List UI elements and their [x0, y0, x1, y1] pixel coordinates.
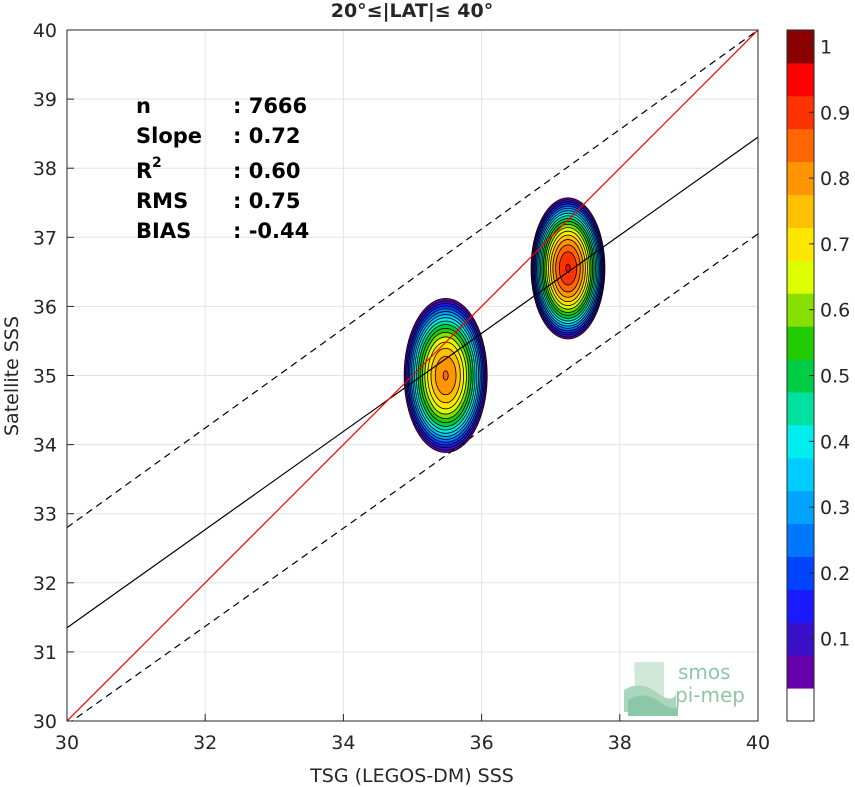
y-tick-label: 36 [33, 296, 57, 318]
y-tick-label: 38 [33, 158, 57, 180]
chart-title: 20°≤|LAT|≤ 40° [331, 0, 494, 22]
colorbar-segment [787, 194, 814, 228]
y-tick-label: 39 [33, 89, 57, 111]
stat-row: RMS : 0.75 [136, 189, 301, 213]
y-axis-label: Satellite SSS [1, 316, 23, 436]
stat-value: : -0.44 [233, 219, 309, 243]
stat-row: n : 7666 [136, 94, 307, 118]
stat-key: RMS [136, 189, 188, 213]
lower-bound-line [70, 233, 758, 721]
stats-box: n : 7666 Slope : 0.72 R 2 : 0.60 RMS : 0.75 BIAS:… [136, 94, 309, 243]
regression-lines [67, 30, 758, 721]
cluster-a [403, 298, 488, 453]
y-tick-label: 35 [33, 366, 57, 388]
x-tick-label: 34 [331, 732, 355, 754]
stat-value: : 0.60 [233, 159, 301, 183]
colorbar-segment [787, 391, 814, 426]
stat-row: BIAS : -0.44 [136, 219, 309, 243]
y-tick-label: 33 [33, 504, 57, 526]
x-axis-label: TSG (LEGOS-DM) SSS [309, 765, 514, 787]
colorbar-tick-label: 0.7 [820, 234, 850, 256]
x-tick-label: 38 [608, 732, 632, 754]
colorbar-tick-label: 0.2 [820, 563, 850, 585]
stat-value: : 0.75 [233, 189, 301, 213]
colorbar-segment [787, 589, 814, 623]
cluster-b [530, 197, 606, 340]
stat-key: R [136, 159, 152, 183]
colorbar-segment [787, 260, 814, 294]
colorbar-tick-label: 0.3 [820, 497, 850, 519]
colorbar-segment [787, 128, 814, 163]
identity-line [67, 30, 758, 721]
colorbar-segment [787, 62, 814, 97]
logo-line1: smos [678, 660, 731, 684]
y-axis-ticks: 30 31 32 33 34 35 36 37 38 39 40 [33, 20, 74, 733]
logo-waves-icon [624, 662, 678, 716]
colorbar: 0.1 0.2 0.3 0.4 0.5 0.6 0.7 0.8 0.9 1 [786, 29, 850, 722]
stat-value: : 0.72 [233, 124, 301, 148]
colorbar-segment [787, 326, 814, 360]
y-tick-label: 34 [33, 435, 57, 457]
colorbar-tick-label: 0.5 [820, 366, 850, 388]
colorbar-segment [787, 457, 814, 492]
logo-line2: pi-mep [675, 683, 745, 707]
fit-line [67, 136, 758, 629]
x-tick-label: 30 [55, 732, 79, 754]
smos-logo: smos pi-mep [624, 660, 745, 716]
y-tick-label: 40 [33, 20, 57, 42]
colorbar-tick-label: 0.8 [820, 168, 850, 190]
upper-bound-line [67, 30, 758, 529]
y-tick-label: 32 [33, 573, 57, 595]
stat-key: n [136, 94, 151, 118]
x-tick-label: 32 [193, 732, 217, 754]
y-tick-label: 37 [33, 227, 57, 249]
colorbar-tick-label: 0.1 [820, 629, 850, 651]
colorbar-tick-label: 0.4 [820, 431, 850, 453]
grid [66, 29, 759, 722]
x-tick-label: 40 [746, 732, 770, 754]
x-tick-label: 36 [470, 732, 494, 754]
stat-key: Slope [136, 124, 202, 148]
y-tick-label: 30 [33, 711, 57, 733]
x-axis-ticks: 30 32 34 36 38 40 [55, 714, 770, 754]
colorbar-segment [787, 688, 814, 722]
y-tick-label: 31 [33, 642, 57, 664]
colorbar-segment [787, 655, 814, 689]
stat-value: : 7666 [233, 94, 307, 118]
density-contours [403, 197, 606, 453]
colorbar-tick-label: 1 [820, 36, 832, 58]
colorbar-tick-label: 0.6 [820, 300, 850, 322]
contour-level [442, 370, 449, 381]
colorbar-tick-label: 0.9 [820, 102, 850, 124]
stat-key: BIAS [136, 219, 191, 243]
stat-row: Slope : 0.72 [136, 124, 301, 148]
stat-key-superscript: 2 [152, 155, 162, 171]
colorbar-segment [787, 523, 814, 557]
